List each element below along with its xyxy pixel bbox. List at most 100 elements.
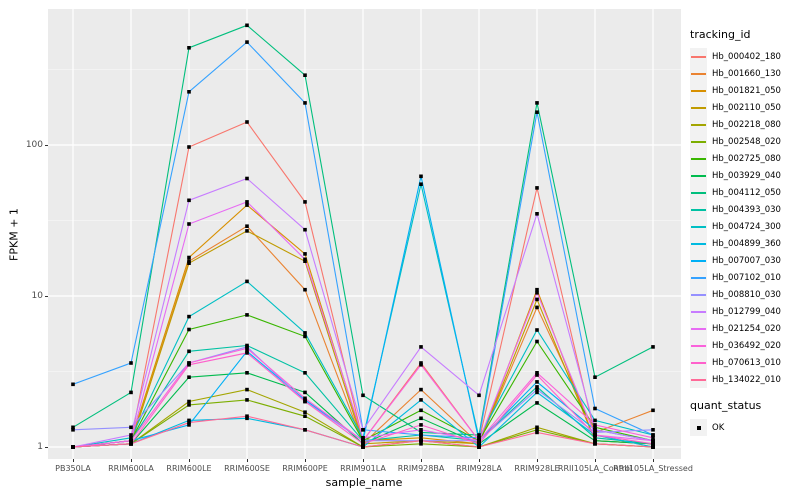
legend-label: Hb_002218_080 — [712, 119, 781, 130]
point-marker — [71, 445, 75, 449]
point-marker — [245, 414, 249, 418]
point-marker — [303, 287, 307, 292]
point-marker — [419, 174, 423, 179]
point-marker — [303, 371, 307, 375]
legend-label: Hb_004899_360 — [712, 238, 781, 249]
legend-label: Hb_003929_040 — [712, 170, 781, 181]
legend-line-icon — [691, 192, 706, 194]
legend-line-icon — [691, 226, 706, 228]
point-marker — [593, 425, 597, 430]
point-marker — [245, 176, 249, 181]
point-marker — [129, 390, 133, 395]
legend-line-icon — [691, 175, 706, 177]
point-marker — [187, 198, 191, 203]
point-marker — [245, 346, 249, 351]
legend-key-swatch — [690, 167, 707, 184]
point-marker — [535, 430, 539, 435]
x-tick-mark — [73, 459, 74, 462]
point-marker — [303, 428, 307, 432]
point-marker — [419, 423, 423, 427]
plot-canvas — [48, 9, 681, 459]
legend-item-Hb_004899_360: Hb_004899_360 — [690, 235, 798, 252]
legend-key-ok — [690, 419, 707, 436]
x-tick-label-RRIM600LA: RRIM600LA — [108, 464, 154, 473]
legend-key-swatch — [690, 116, 707, 133]
point-marker — [419, 438, 423, 443]
point-marker — [361, 393, 365, 398]
legend-label: Hb_004724_300 — [712, 221, 781, 232]
y-tick-label: 1 — [37, 442, 43, 452]
plot-panel — [48, 9, 681, 459]
point-marker — [419, 416, 423, 421]
y-tick-mark — [45, 296, 48, 297]
legend-line-icon — [691, 56, 706, 58]
point-marker — [129, 438, 133, 443]
point-marker — [303, 73, 307, 77]
point-marker — [187, 399, 191, 404]
point-marker — [535, 390, 539, 395]
legend-key-swatch — [690, 133, 707, 150]
point-marker — [419, 363, 423, 367]
legend-item-Hb_004112_050: Hb_004112_050 — [690, 184, 798, 201]
legend-key-swatch — [690, 303, 707, 320]
legend-label: Hb_001660_130 — [712, 68, 781, 79]
legend-line-icon — [691, 209, 706, 211]
point-marker — [129, 425, 133, 430]
point-marker — [245, 23, 249, 28]
legend-label: Hb_070613_010 — [712, 357, 781, 368]
point-marker — [419, 442, 423, 446]
point-marker — [245, 351, 249, 355]
point-marker — [593, 423, 597, 427]
legend-item-Hb_004393_030: Hb_004393_030 — [690, 201, 798, 218]
x-tick-mark — [189, 459, 190, 462]
point-marker — [245, 229, 249, 233]
point-marker — [419, 430, 423, 435]
legend-item-Hb_021254_020: Hb_021254_020 — [690, 320, 798, 337]
legend-line-icon — [691, 328, 706, 330]
point-marker — [593, 418, 597, 423]
legend-label: Hb_004112_050 — [712, 187, 781, 198]
point-marker — [477, 438, 481, 443]
point-marker — [361, 438, 365, 443]
legend-label: Hb_002548_020 — [712, 136, 781, 147]
legend-item-Hb_070613_010: Hb_070613_010 — [690, 354, 798, 371]
point-marker — [361, 436, 365, 440]
x-tick-mark — [595, 459, 596, 462]
x-tick-mark — [421, 459, 422, 462]
point-marker — [419, 182, 423, 186]
point-marker — [187, 255, 191, 260]
legend-label: Hb_021254_020 — [712, 323, 781, 334]
point-marker — [303, 396, 307, 401]
point-marker — [535, 287, 539, 292]
point-marker — [419, 345, 423, 349]
legend-key-swatch — [690, 99, 707, 116]
point-marker — [593, 433, 597, 437]
point-marker — [245, 398, 249, 402]
point-marker — [187, 314, 191, 319]
legend-line-icon — [691, 158, 706, 160]
point-marker — [245, 120, 249, 124]
legend-label: Hb_002725_080 — [712, 153, 781, 164]
legend-item-ok: OK — [690, 419, 798, 436]
legend-key-swatch — [690, 371, 707, 388]
legend-line-icon — [691, 345, 706, 347]
point-marker — [651, 436, 655, 440]
legend-item-Hb_036492_020: Hb_036492_020 — [690, 337, 798, 354]
legend-label: Hb_134022_010 — [712, 374, 781, 385]
point-marker — [593, 436, 597, 440]
x-tick-label-RRIM901LA: RRIM901LA — [340, 464, 386, 473]
y-tick-label: 10 — [31, 291, 43, 301]
point-marker — [303, 410, 307, 414]
point-marker — [419, 398, 423, 402]
point-marker — [477, 433, 481, 437]
x-tick-mark — [479, 459, 480, 462]
point-marker — [71, 382, 75, 387]
legend-label: Hb_008810_030 — [712, 289, 781, 300]
point-marker — [303, 390, 307, 395]
point-marker — [361, 428, 365, 432]
point-marker — [535, 387, 539, 392]
x-tick-mark — [247, 459, 248, 462]
ok-square-marker-icon — [696, 425, 701, 430]
legend-key-swatch — [690, 320, 707, 337]
